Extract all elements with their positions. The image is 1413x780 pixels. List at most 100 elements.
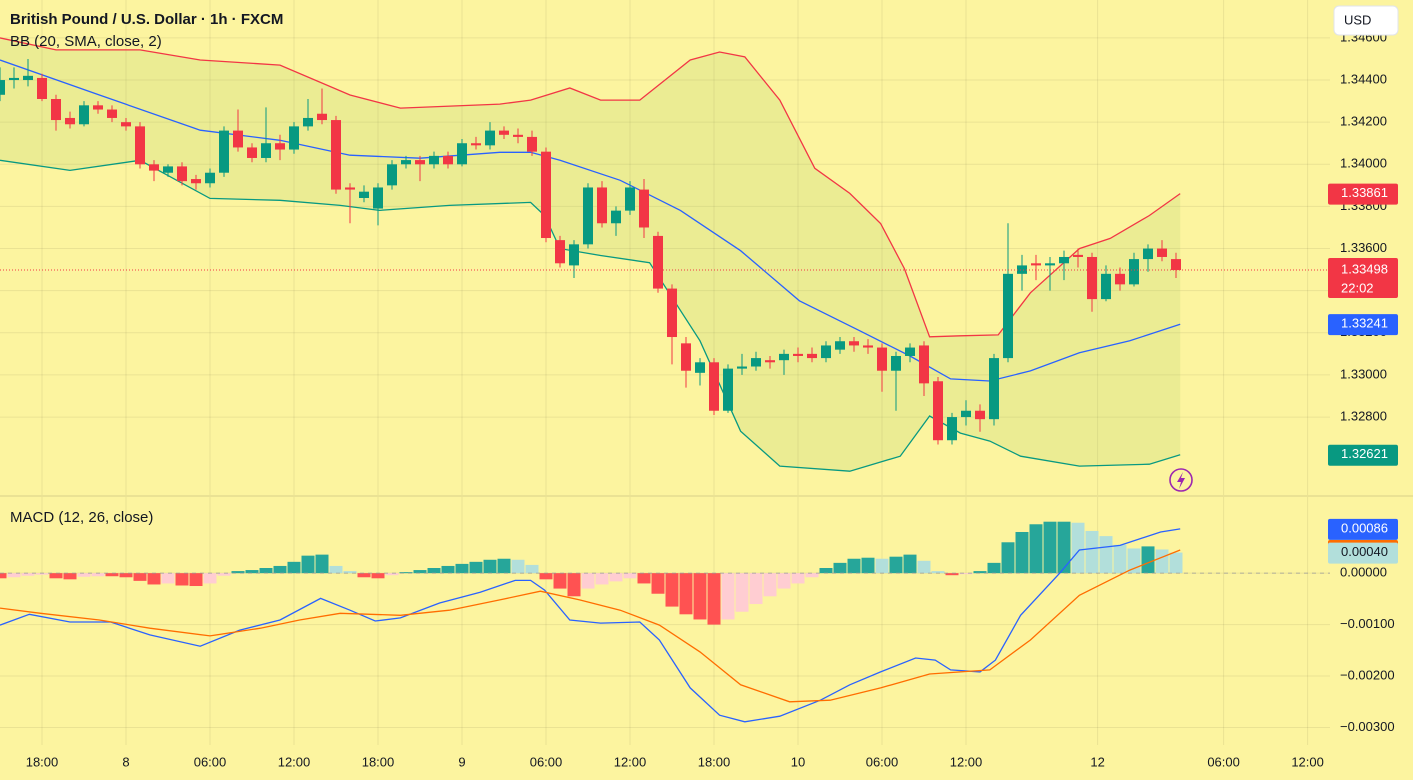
histogram-bar	[1057, 521, 1071, 574]
histogram-bar	[693, 573, 707, 620]
candle-body	[23, 75, 33, 81]
x-tick-label: 12:00	[278, 754, 311, 769]
histogram-bar	[665, 573, 679, 607]
x-tick-label: 06:00	[1207, 754, 1240, 769]
candle-body	[611, 210, 621, 224]
x-tick-label: 12:00	[614, 754, 647, 769]
histogram-bar	[987, 562, 1001, 574]
y-tick-label: 1.33600	[1340, 240, 1387, 255]
candle-body	[583, 187, 593, 245]
y-tick-label: −0.00100	[1340, 616, 1395, 631]
candle-body	[737, 366, 747, 369]
histogram-bar	[791, 573, 805, 584]
histogram-bar	[217, 573, 231, 576]
price-badge	[1328, 542, 1398, 564]
candle-body	[863, 345, 873, 348]
y-tick-label: 1.34400	[1340, 71, 1387, 86]
histogram-bar	[1015, 531, 1029, 574]
histogram-bar	[21, 573, 35, 576]
candle-body	[485, 130, 495, 146]
y-tick-label: −0.00200	[1340, 667, 1395, 682]
candle-body	[1045, 263, 1055, 266]
candle-body	[1143, 248, 1153, 260]
histogram-bar	[63, 573, 77, 580]
histogram-bar	[483, 559, 497, 574]
candle-body	[79, 105, 89, 125]
candle-body	[303, 117, 313, 127]
candle-body	[177, 166, 187, 182]
y-tick-label: 0.00000	[1340, 565, 1387, 580]
histogram-bar	[651, 573, 665, 594]
candle-body	[1017, 265, 1027, 274]
histogram-bar	[1029, 524, 1043, 574]
histogram-bar	[1001, 542, 1015, 574]
price-badge	[1328, 518, 1398, 540]
candle-body	[1031, 263, 1041, 266]
price-badge	[1328, 444, 1398, 466]
candle-body	[205, 172, 215, 184]
candle-body	[527, 136, 537, 152]
currency-button[interactable]: USD	[1333, 5, 1399, 36]
price-badge	[1328, 314, 1398, 336]
alert-icon[interactable]	[1169, 468, 1193, 492]
histogram-bar	[595, 573, 609, 585]
button-frame[interactable]	[1333, 5, 1399, 36]
x-tick-label: 06:00	[530, 754, 563, 769]
histogram-bar	[329, 565, 343, 574]
x-tick-label: 12:00	[950, 754, 983, 769]
candle-body	[331, 120, 341, 190]
price-badge-label: 1.32621	[1341, 446, 1388, 461]
candle-body	[387, 164, 397, 186]
histogram-bar	[315, 554, 329, 574]
candle-body	[933, 381, 943, 441]
histogram-bar	[91, 573, 105, 577]
histogram-bar	[147, 573, 161, 585]
candle-body	[849, 341, 859, 346]
x-tick-label: 10	[791, 754, 805, 769]
candle-body	[289, 126, 299, 150]
histogram-bar	[819, 568, 833, 574]
indicator-line	[0, 159, 1181, 472]
icon-bolt[interactable]	[1177, 472, 1185, 489]
histogram-bar	[385, 573, 399, 576]
candle-body	[1129, 259, 1139, 285]
icon-ring[interactable]	[1169, 468, 1193, 492]
histogram-bar	[1155, 549, 1169, 574]
y-tick-label: 1.32800	[1340, 409, 1387, 424]
candle-body	[93, 105, 103, 110]
histogram-bar	[1169, 552, 1183, 574]
indicator-line	[0, 528, 1181, 723]
histogram-bar	[735, 573, 749, 612]
histogram-bar	[441, 565, 455, 574]
price-badge-label: 0.00086	[1341, 520, 1388, 535]
candle-body	[345, 187, 355, 190]
candle-body	[499, 130, 509, 135]
histogram-bar	[469, 561, 483, 574]
candle-body	[555, 240, 565, 264]
histogram-bar	[1085, 530, 1099, 574]
histogram-bar	[763, 573, 777, 597]
histogram-bar	[889, 556, 903, 574]
candle-body	[779, 353, 789, 361]
histogram-bar	[427, 568, 441, 574]
candle-body	[1073, 254, 1083, 257]
candle-body	[1087, 256, 1097, 300]
candle-body	[877, 347, 887, 371]
x-tick-label: 12:00	[1291, 754, 1324, 769]
candle-body	[835, 341, 845, 350]
x-tick-label: 18:00	[698, 754, 731, 769]
candle-body	[653, 235, 663, 289]
histogram-bar	[805, 573, 819, 578]
histogram-bar	[847, 558, 861, 574]
histogram-bar	[497, 558, 511, 574]
histogram-bar	[231, 571, 245, 574]
candle-body	[975, 410, 985, 420]
candle-body	[751, 358, 761, 367]
histogram-bar	[749, 573, 763, 605]
countdown-label: 22:02	[1341, 280, 1374, 295]
button-label[interactable]: USD	[1344, 12, 1371, 27]
candle-body	[639, 189, 649, 228]
